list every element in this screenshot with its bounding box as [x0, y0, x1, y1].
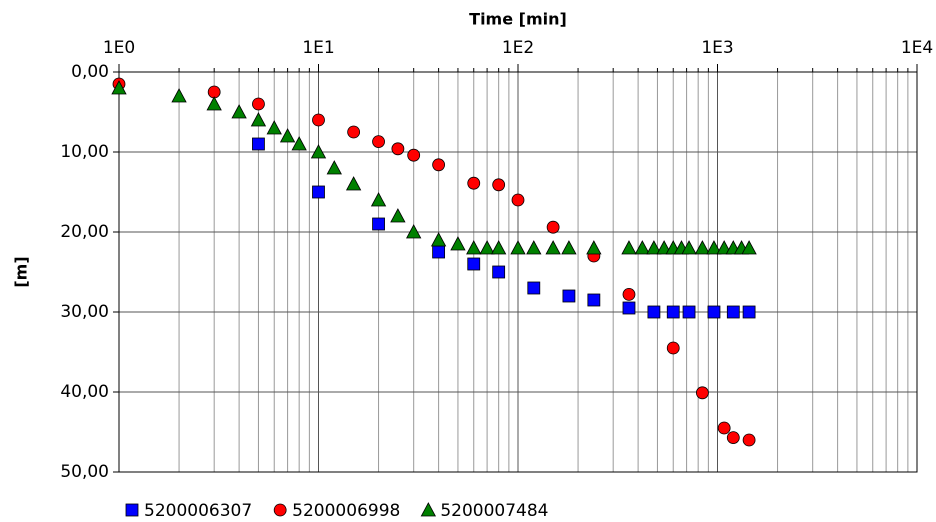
- point: [492, 265, 506, 279]
- point: [561, 240, 577, 255]
- point: [666, 305, 680, 319]
- legend-label: 5200006307: [144, 501, 252, 521]
- point: [695, 386, 709, 400]
- point: [587, 293, 601, 307]
- point: [666, 341, 680, 355]
- point: [681, 240, 697, 255]
- point: [432, 245, 446, 259]
- point: [526, 240, 542, 255]
- plot-frame: [118, 71, 918, 473]
- point: [407, 148, 421, 162]
- legend-label: 5200006998: [292, 501, 400, 521]
- point: [252, 97, 265, 111]
- point: [326, 160, 342, 175]
- point: [406, 224, 422, 239]
- y-tick-label: 40,00: [60, 382, 109, 402]
- point: [706, 240, 722, 255]
- point: [726, 431, 740, 445]
- point: [171, 88, 187, 103]
- point: [646, 240, 662, 255]
- x-tick-label: 1E0: [103, 38, 135, 58]
- point: [479, 240, 495, 255]
- x-tick-label: 1E1: [302, 38, 334, 58]
- point: [492, 178, 506, 192]
- y-tick-label: 50,00: [60, 462, 109, 482]
- legend-marker: [125, 503, 139, 517]
- point: [511, 193, 525, 207]
- point: [707, 305, 721, 319]
- point: [562, 289, 576, 303]
- point: [111, 80, 127, 95]
- point: [466, 240, 482, 255]
- point: [312, 185, 325, 199]
- point: [545, 240, 561, 255]
- point: [390, 208, 406, 223]
- point: [266, 120, 282, 135]
- point: [527, 281, 541, 295]
- point: [622, 301, 636, 315]
- point: [622, 287, 636, 301]
- legend-marker: [420, 502, 437, 517]
- x-tick-label: 1E3: [701, 38, 733, 58]
- y-tick-label: 10,00: [60, 142, 109, 162]
- point: [467, 176, 481, 190]
- y-tick-label: 20,00: [60, 222, 109, 242]
- point: [634, 240, 651, 255]
- point: [347, 125, 361, 139]
- point: [430, 232, 447, 247]
- point: [450, 236, 466, 251]
- point: [741, 240, 757, 255]
- point: [370, 192, 387, 207]
- y-tick-label: 30,00: [60, 302, 109, 322]
- point: [206, 96, 222, 111]
- point: [432, 158, 446, 172]
- point: [279, 128, 296, 143]
- point: [252, 137, 265, 151]
- point: [467, 257, 481, 271]
- point: [742, 433, 756, 447]
- point: [726, 305, 740, 319]
- point: [694, 240, 711, 255]
- point: [586, 240, 602, 255]
- point: [682, 305, 696, 319]
- point: [510, 240, 526, 255]
- point: [621, 240, 637, 255]
- legend-label: 5200007484: [440, 501, 548, 521]
- x-tick-label: 1E4: [901, 38, 933, 58]
- x-tick-label: 1E2: [502, 38, 534, 58]
- y-tick-label: 0,00: [71, 62, 109, 82]
- point: [345, 176, 362, 191]
- point: [312, 113, 325, 127]
- point: [250, 112, 267, 127]
- point: [372, 217, 385, 231]
- legend-marker: [273, 503, 287, 517]
- point: [372, 135, 385, 149]
- y-axis-label: [m]: [12, 256, 31, 287]
- point: [546, 220, 560, 234]
- point: [391, 142, 405, 156]
- point: [490, 240, 507, 255]
- x-axis-label: Time [min]: [469, 10, 567, 29]
- point: [742, 305, 756, 319]
- point: [647, 305, 661, 319]
- point: [291, 136, 307, 151]
- point: [717, 421, 731, 435]
- point: [231, 104, 247, 119]
- point: [310, 144, 327, 159]
